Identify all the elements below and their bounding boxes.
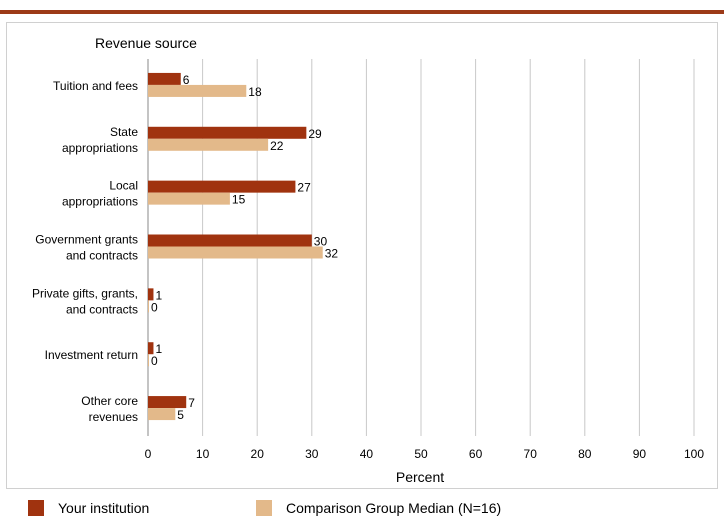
- x-tick-label: 10: [196, 447, 210, 461]
- data-label: 22: [270, 139, 284, 153]
- x-tick-label: 90: [633, 447, 647, 461]
- bar-your-institution: [148, 234, 312, 247]
- legend-label-your-institution: Your institution: [58, 500, 150, 516]
- x-tick-label: 80: [578, 447, 592, 461]
- chart-frame: [6, 22, 718, 489]
- y-axis-title: Revenue source: [95, 35, 197, 51]
- category-label: revenues: [89, 410, 138, 424]
- category-label: Investment return: [45, 348, 138, 362]
- x-tick-label: 50: [414, 447, 428, 461]
- data-label: 27: [297, 181, 311, 195]
- data-label: 15: [232, 193, 246, 207]
- bar-comparison: [148, 138, 269, 151]
- data-label: 6: [183, 73, 190, 87]
- category-label: Local: [109, 179, 138, 193]
- data-label: 5: [177, 408, 184, 422]
- x-axis-title: Percent: [396, 469, 444, 485]
- category-label: Tuition and fees: [53, 79, 138, 93]
- legend-item-comparison: Comparison Group Median (N=16): [256, 498, 501, 518]
- data-label: 29: [308, 127, 322, 141]
- category-label: and contracts: [66, 249, 138, 263]
- x-tick-label: 70: [524, 447, 538, 461]
- bar-your-institution: [148, 396, 187, 409]
- legend-item-your-institution: Your institution: [28, 498, 149, 518]
- category-label: and contracts: [66, 302, 138, 316]
- bar-your-institution: [148, 342, 154, 355]
- category-label: Government grants: [35, 233, 138, 247]
- x-tick-label: 0: [145, 447, 152, 461]
- bar-comparison: [148, 354, 149, 367]
- bar-your-institution: [148, 126, 307, 139]
- data-label: 18: [248, 85, 262, 99]
- x-tick-label: 40: [360, 447, 374, 461]
- legend-label-comparison: Comparison Group Median (N=16): [286, 500, 502, 516]
- data-label: 1: [155, 342, 162, 356]
- x-tick-label: 30: [305, 447, 319, 461]
- category-label: Other core: [81, 394, 138, 408]
- bar-your-institution: [148, 72, 181, 85]
- bar-comparison: [148, 300, 149, 313]
- category-label: Private gifts, grants,: [32, 286, 138, 300]
- top-accent-bar: [0, 10, 724, 14]
- bar-comparison: [148, 408, 176, 421]
- category-label: appropriations: [62, 195, 138, 209]
- data-label: 30: [314, 235, 328, 249]
- x-tick-label: 20: [251, 447, 265, 461]
- bar-comparison: [148, 192, 230, 205]
- x-tick-label: 100: [684, 447, 704, 461]
- bar-comparison: [148, 84, 247, 97]
- data-label: 0: [151, 354, 158, 368]
- legend-swatch-comparison: [256, 500, 272, 516]
- data-label: 7: [188, 396, 195, 410]
- category-label: State: [110, 125, 138, 139]
- x-tick-label: 60: [469, 447, 483, 461]
- x-tick-labels: 0 10 20 30 40 50 60 70 80 90 100: [145, 447, 705, 461]
- bar-your-institution: [148, 180, 296, 193]
- legend-swatch-your-institution: [28, 500, 44, 516]
- data-label: 0: [151, 300, 158, 314]
- category-labels: Tuition and fees State appropriations Local…: [32, 79, 138, 424]
- data-label: 32: [325, 247, 339, 261]
- bar-your-institution: [148, 288, 154, 301]
- bar-comparison: [148, 246, 323, 259]
- category-label: appropriations: [62, 141, 138, 155]
- data-label: 1: [155, 288, 162, 302]
